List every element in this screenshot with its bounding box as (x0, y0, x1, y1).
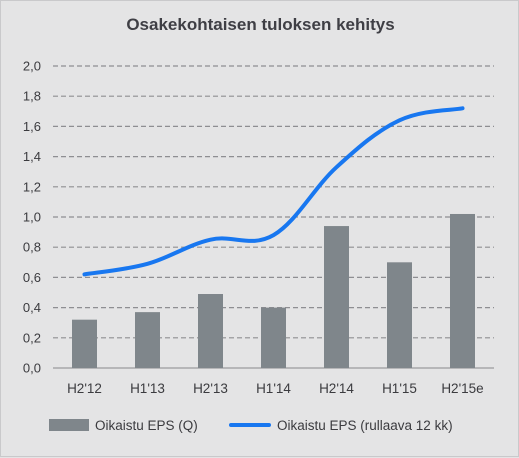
legend-label-line: Oikaistu EPS (rullaava 12 kk) (277, 418, 453, 433)
y-tick-label: 0,6 (23, 270, 41, 285)
y-tick-label: 0,0 (23, 361, 41, 376)
legend-line-swatch (229, 423, 271, 427)
y-tick-label: 1,6 (23, 119, 41, 134)
x-tick-label: H2'15e (441, 381, 483, 396)
legend-item-line: Oikaistu EPS (rullaava 12 kk) (229, 413, 453, 437)
legend-item-bars: Oikaistu EPS (Q) (49, 413, 198, 437)
bar (135, 312, 160, 368)
x-tick-label: H1'13 (130, 381, 165, 396)
x-tick-label: H2'12 (67, 381, 102, 396)
y-tick-label: 0,8 (23, 240, 41, 255)
y-tick-label: 0,2 (23, 330, 41, 345)
legend-label-bars: Oikaistu EPS (Q) (95, 418, 198, 433)
y-tick-label: 1,8 (23, 89, 41, 104)
eps-rolling-line (85, 108, 463, 274)
bar (324, 226, 349, 368)
y-tick-label: 2,0 (23, 59, 41, 74)
y-tick-label: 1,4 (23, 149, 41, 164)
bar (450, 214, 475, 368)
bar (261, 308, 286, 368)
legend-bar-swatch (49, 419, 89, 431)
chart-legend: Oikaistu EPS (Q) Oikaistu EPS (rullaava … (1, 413, 519, 437)
x-tick-label: H2'13 (193, 381, 228, 396)
bar (387, 262, 412, 368)
x-tick-label: H2'14 (319, 381, 354, 396)
x-tick-label: H1'15 (382, 381, 417, 396)
bar (198, 294, 223, 368)
x-tick-label: H1'14 (256, 381, 291, 396)
y-tick-label: 0,4 (23, 300, 41, 315)
y-tick-label: 1,0 (23, 210, 41, 225)
y-tick-label: 1,2 (23, 179, 41, 194)
bar (72, 320, 97, 368)
